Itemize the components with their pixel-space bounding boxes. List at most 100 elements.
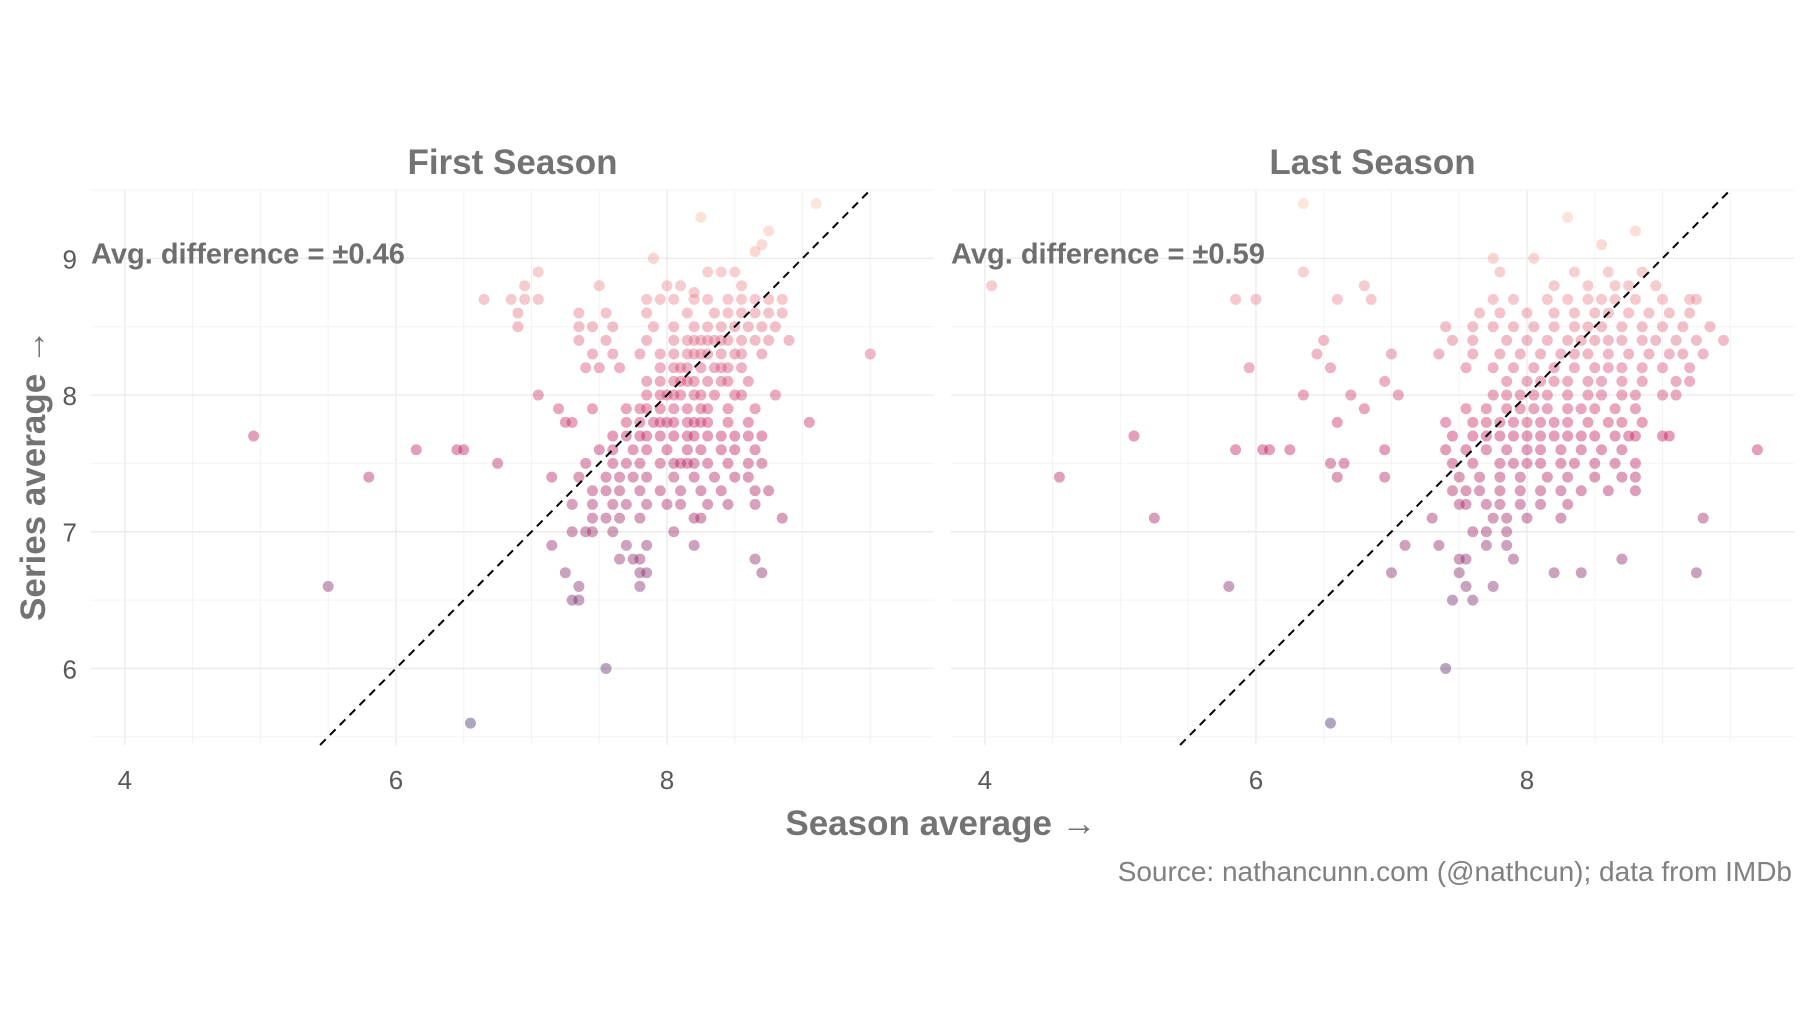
scatter-point <box>715 348 727 360</box>
scatter-point <box>654 293 666 305</box>
scatter-point <box>1494 348 1506 360</box>
scatter-point <box>1521 457 1533 469</box>
scatter-point <box>1602 362 1614 374</box>
scatter-point <box>1453 553 1465 565</box>
scatter-point <box>1501 526 1513 538</box>
scatter-point <box>1568 266 1580 278</box>
scatter-point <box>695 416 707 428</box>
scatter-point <box>1535 498 1547 510</box>
scatter-point <box>586 498 598 510</box>
scatter-point <box>1602 485 1614 497</box>
scatter-point <box>776 512 788 524</box>
scatter-point <box>1629 225 1641 237</box>
scatter-point <box>573 594 585 606</box>
scatter-point <box>1487 580 1499 592</box>
grid-last <box>951 189 1794 745</box>
scatter-point <box>620 498 632 510</box>
scatter-point <box>620 457 632 469</box>
scatter-point <box>1616 553 1628 565</box>
scatter-point <box>654 430 666 442</box>
scatter-point <box>681 403 693 415</box>
scatter-point <box>688 348 700 360</box>
scatter-point <box>512 307 524 319</box>
scatter-point <box>1616 416 1628 428</box>
scatter-point <box>1629 293 1641 305</box>
scatter-point <box>1399 539 1411 551</box>
scatter-point <box>1616 389 1628 401</box>
scatter-point <box>1467 457 1479 469</box>
scatter-point <box>573 307 585 319</box>
scatter-point <box>1555 457 1567 469</box>
scatter-point <box>688 287 700 299</box>
scatter-point <box>1521 334 1533 346</box>
scatter-point <box>1589 334 1601 346</box>
scatter-point <box>675 389 687 401</box>
scatter-point <box>695 403 707 415</box>
scatter-point <box>1521 444 1533 456</box>
scatter-point <box>559 567 571 579</box>
scatter-point <box>1426 512 1438 524</box>
scatter-point <box>1453 498 1465 510</box>
scatter-point <box>1568 348 1580 360</box>
scatter-point <box>1562 416 1574 428</box>
scatter-point <box>736 334 748 346</box>
scatter-point <box>1575 430 1587 442</box>
scatter-point <box>1467 430 1479 442</box>
scatter-point <box>668 526 680 538</box>
scatter-point <box>729 471 741 483</box>
scatter-point <box>1379 444 1391 456</box>
scatter-point <box>1616 334 1628 346</box>
scatter-point <box>722 307 734 319</box>
scatter-point <box>688 471 700 483</box>
scatter-point <box>1358 403 1370 415</box>
scatter-point <box>702 266 714 278</box>
scatter-point <box>1657 293 1669 305</box>
scatter-point <box>1514 348 1526 360</box>
scatter-point <box>742 321 754 333</box>
scatter-point <box>1589 362 1601 374</box>
scatter-point <box>668 416 680 428</box>
scatter-point <box>715 321 727 333</box>
scatter-point <box>1629 457 1641 469</box>
scatter-point <box>634 403 646 415</box>
scatter-point <box>1589 307 1601 319</box>
source-caption: Source: nathancunn.com (@nathcun); data … <box>1118 856 1792 887</box>
scatter-point <box>1521 512 1533 524</box>
scatter-point <box>1514 485 1526 497</box>
scatter-point <box>749 553 761 565</box>
scatter-point <box>654 416 666 428</box>
scatter-point <box>1548 416 1560 428</box>
scatter-point <box>1507 321 1519 333</box>
scatter-point <box>749 307 761 319</box>
scatter-point <box>736 389 748 401</box>
scatter-point <box>1521 430 1533 442</box>
scatter-point <box>681 430 693 442</box>
scatter-point <box>1609 457 1621 469</box>
scatter-point <box>1284 444 1296 456</box>
scatter-point <box>702 321 714 333</box>
scatter-point <box>695 389 707 401</box>
x-tick-labels-first: 4 6 8 <box>118 765 675 795</box>
scatter-point <box>519 280 531 292</box>
scatter-point <box>1636 416 1648 428</box>
scatter-point <box>1541 471 1553 483</box>
scatter-point <box>1467 416 1479 428</box>
scatter-point <box>1446 594 1458 606</box>
scatter-point <box>722 362 734 374</box>
scatter-point <box>1616 444 1628 456</box>
scatter-point <box>1487 362 1499 374</box>
scatter-point <box>1555 512 1567 524</box>
scatter-point <box>1582 348 1594 360</box>
scatter-point <box>1562 471 1574 483</box>
scatter-point <box>1616 471 1628 483</box>
scatter-point <box>654 348 666 360</box>
scatter-point <box>1677 321 1689 333</box>
scatter-point <box>1582 321 1594 333</box>
scatter-point <box>620 416 632 428</box>
scatter-point <box>559 416 571 428</box>
scatter-point <box>1697 348 1709 360</box>
scatter-point <box>654 389 666 401</box>
scatter-point <box>1562 498 1574 510</box>
scatter-point <box>1657 362 1669 374</box>
scatter-point <box>1663 307 1675 319</box>
